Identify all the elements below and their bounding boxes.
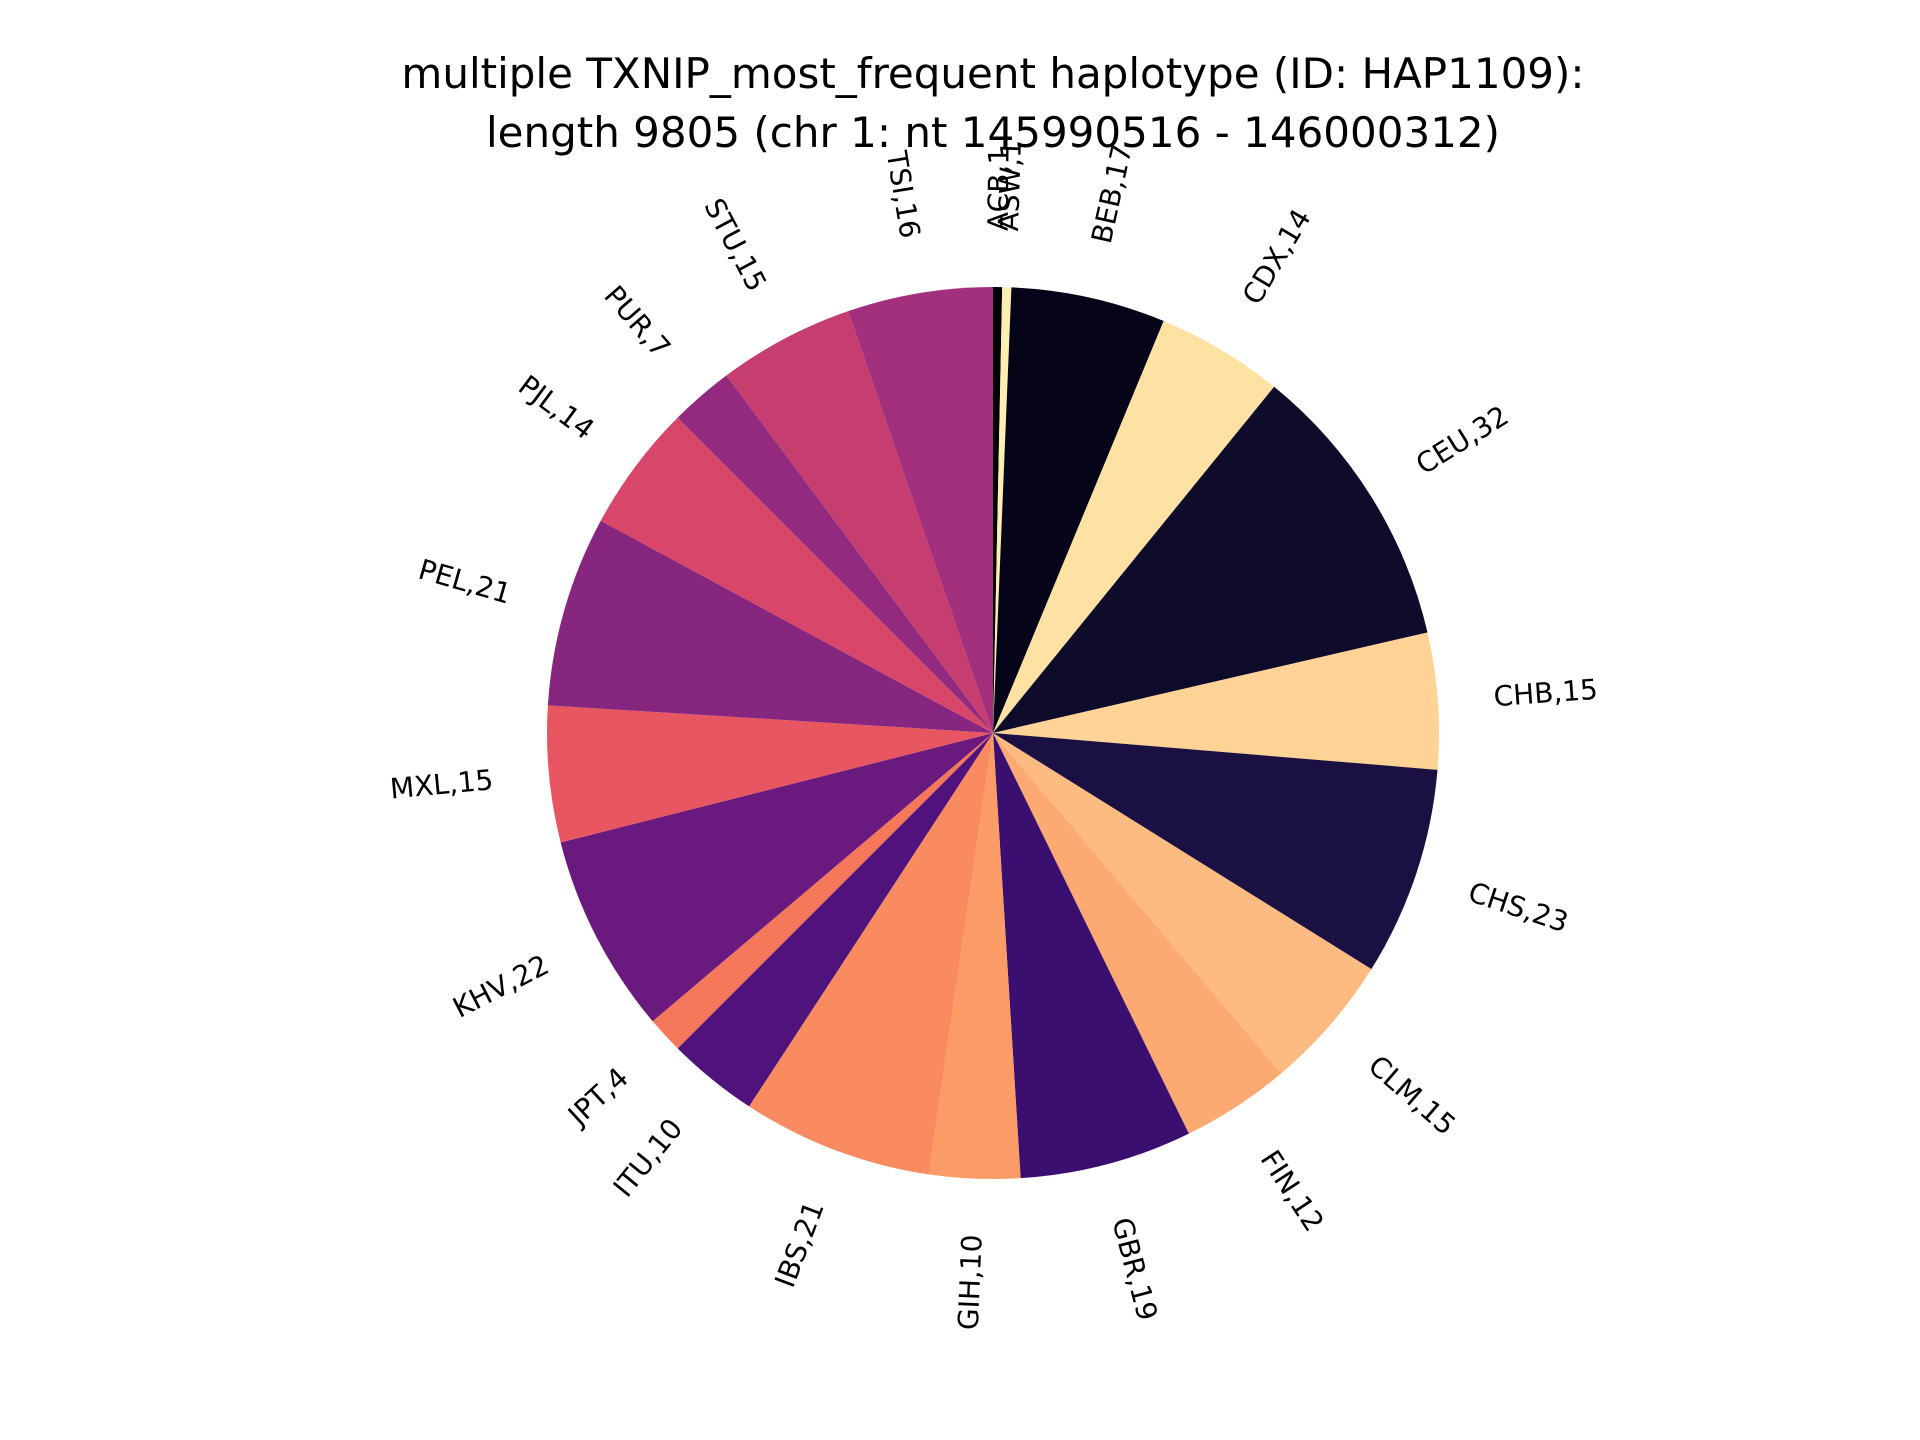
pie-slice-chb: [993, 632, 1440, 770]
pie-label-tsi: TSI,16: [880, 148, 927, 241]
pie-slice-cdx: [993, 320, 1275, 733]
pie-label-pur: PUR,7: [597, 279, 677, 364]
pie-label-pjl: PJL,14: [512, 369, 600, 446]
pie-slice-ceu: [993, 386, 1428, 733]
pie-slice-ibs: [749, 733, 993, 1175]
pie-label-itu: ITU,10: [607, 1112, 690, 1203]
chart-title-line-2: length 9805 (chr 1: nt 145990516 - 14600…: [486, 108, 1500, 157]
pie-slice-mxl: [547, 705, 993, 843]
pie-label-stu: STU,15: [697, 193, 773, 297]
pie-slice-pel: [547, 520, 993, 733]
pie-label-gbr: GBR,19: [1105, 1214, 1164, 1324]
pie-label-chb: CHB,15: [1492, 673, 1598, 713]
pie-slice-clm: [993, 733, 1372, 1074]
pie-slice-pjl: [600, 417, 993, 733]
pie-slice-asw: [993, 287, 1012, 733]
pie-slices: [547, 287, 1440, 1179]
pie-slice-chs: [993, 733, 1438, 970]
pie-slice-pur: [677, 375, 993, 733]
pie-label-clm: CLM,15: [1362, 1049, 1462, 1142]
pie-slice-itu: [677, 733, 993, 1107]
pie-slice-fin: [993, 733, 1282, 1134]
pie-slice-stu: [726, 311, 993, 733]
pie-label-pel: PEL,21: [415, 553, 515, 611]
pie-label-fin: FIN,12: [1254, 1144, 1331, 1237]
chart-title-line-1: multiple TXNIP_most_frequent haplotype (…: [401, 49, 1584, 98]
pie-slice-tsi: [848, 287, 993, 733]
pie-slice-beb: [993, 287, 1164, 733]
pie-slice-jpt: [652, 733, 993, 1049]
pie-label-jpt: JPT,4: [560, 1061, 635, 1133]
pie-label-gih: GIH,10: [952, 1234, 989, 1331]
pie-slice-khv: [560, 733, 993, 1022]
pie-label-chs: CHS,23: [1464, 875, 1572, 939]
pie-label-ceu: CEU,32: [1410, 399, 1514, 481]
pie-label-acb: ACB,1: [982, 147, 1016, 231]
pie-label-khv: KHV,22: [447, 948, 554, 1025]
pie-label-mxl: MXL,15: [389, 763, 495, 805]
pie-label-asw: ASW,1: [992, 139, 1028, 231]
pie-label-cdx: CDX,14: [1236, 203, 1318, 310]
pie-label-ibs: IBS,21: [768, 1197, 830, 1292]
pie-slice-gbr: [993, 733, 1189, 1179]
pie-slice-acb: [993, 287, 1003, 733]
pie-slice-gih: [928, 733, 1021, 1179]
